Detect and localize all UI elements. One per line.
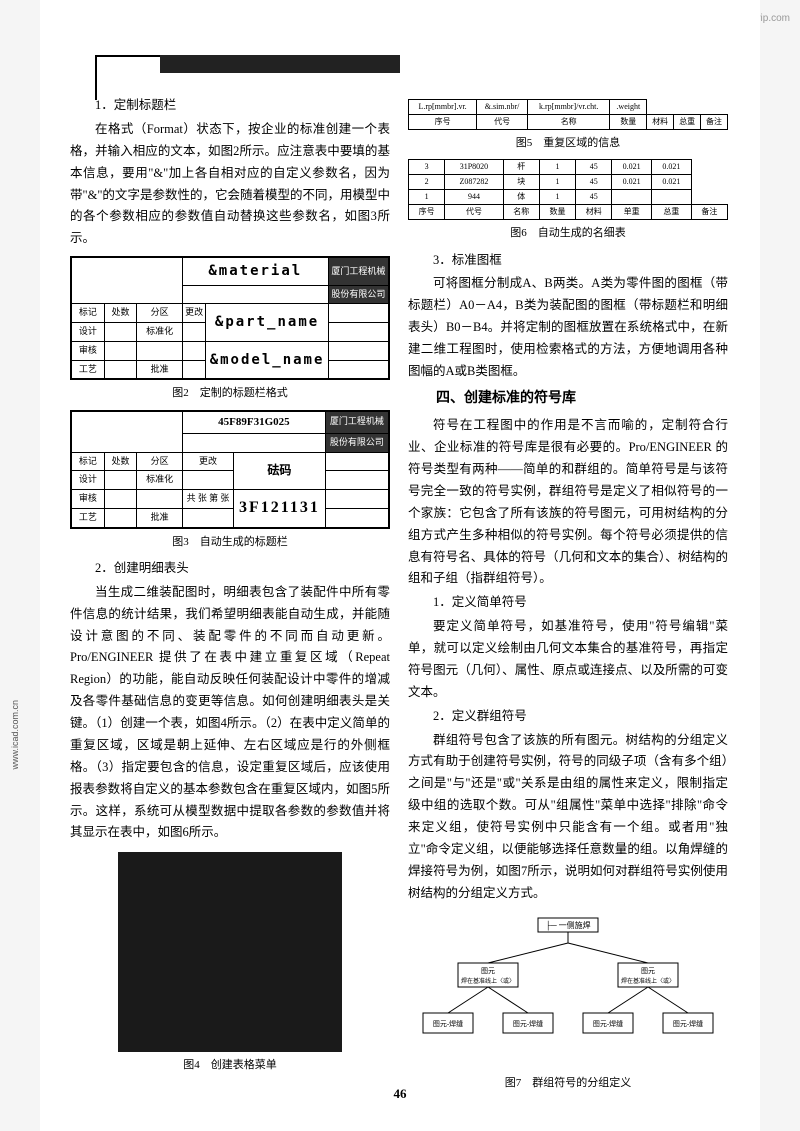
left-column: 1．定制标题栏 在格式（Format）状态下，按企业的标准创建一个表格，并输入相… xyxy=(70,95,390,1100)
fig3-code2: 砝码 xyxy=(233,452,325,490)
fig2-mono2: &part_name xyxy=(206,304,328,342)
figure-4-caption: 图4 创建表格菜单 xyxy=(70,1056,390,1075)
figure-7-diagram: ├─ 一侧施焊 图元 焊在基准线上〈或〉 图元 焊在基准线上〈或〉 图元-焊缝 … xyxy=(408,913,728,1063)
fig2-mono1: &material xyxy=(182,258,328,286)
figure-6-caption: 图6 自动生成的名细表 xyxy=(408,224,728,243)
fig2-company1: 厦门工程机械 xyxy=(328,258,388,286)
svg-text:图元: 图元 xyxy=(641,967,655,975)
subsection-4: 1．定义简单符号 xyxy=(408,592,728,614)
svg-text:图元: 图元 xyxy=(481,967,495,975)
right-column: L.rp[mmbr].vr. &.sim.nbr/ k.rp[mmbr]/vr.… xyxy=(408,95,728,1100)
fig5-h0: L.rp[mmbr].vr. xyxy=(409,100,477,115)
svg-text:图元-焊缝: 图元-焊缝 xyxy=(593,1019,623,1028)
fig3-code3: 3F121131 xyxy=(233,490,325,528)
subsection-5: 2．定义群组符号 xyxy=(408,706,728,728)
fig5-h2: k.rp[mmbr]/vr.cht. xyxy=(527,100,609,115)
fig2-mono3: &model_name xyxy=(206,341,328,379)
figure-2: &material厦门工程机械 股份有限公司 标记处数分区更改&part_nam… xyxy=(70,256,390,380)
figure-3-caption: 图3 自动生成的标题栏 xyxy=(70,533,390,552)
fig7-root: ├─ 一侧施焊 xyxy=(545,920,590,931)
fig3-company2: 股份有限公司 xyxy=(325,433,388,452)
two-column-layout: 1．定制标题栏 在格式（Format）状态下，按企业的标准创建一个表格，并输入相… xyxy=(70,45,730,1100)
svg-text:图元-焊缝: 图元-焊缝 xyxy=(673,1019,703,1028)
figure-5-table: L.rp[mmbr].vr. &.sim.nbr/ k.rp[mmbr]/vr.… xyxy=(408,99,728,130)
paragraph-2: 当生成二维装配图时，明细表包含了装配件中所有零件信息的统计结果，我们希望明细表能… xyxy=(70,582,390,845)
figure-6-table: 331P8020杆1450.0210.021 2Z087282块1450.021… xyxy=(408,159,728,220)
svg-text:图元-焊缝: 图元-焊缝 xyxy=(433,1019,463,1028)
section-4: 四、创建标准的符号库 xyxy=(408,387,728,412)
figure-5-caption: 图5 重复区域的信息 xyxy=(408,134,728,153)
fig3-code1: 45F89F31G025 xyxy=(182,411,325,433)
figure-4-box xyxy=(118,852,342,1052)
fig5-h3: .weight xyxy=(610,100,647,115)
fig5-h1: &.sim.nbr/ xyxy=(477,100,528,115)
paragraph-6: 群组符号包含了该族的所有图元。树结构的分组定义方式有助于创建符号实例，符号的同级… xyxy=(408,730,728,905)
fig2-company2: 股份有限公司 xyxy=(328,285,388,304)
page-container: 1．定制标题栏 在格式（Format）状态下，按企业的标准创建一个表格，并输入相… xyxy=(40,0,760,1131)
subsection-2: 2．创建明细表头 xyxy=(70,558,390,580)
paragraph-3: 可将图框分制成A、B两类。A类为零件图的图框（带标题栏）A0－A4，B类为装配图… xyxy=(408,273,728,382)
subsection-3: 3．标准图框 xyxy=(408,250,728,272)
svg-text:图元-焊缝: 图元-焊缝 xyxy=(513,1019,543,1028)
page-number: 46 xyxy=(40,1083,760,1106)
figure-2-caption: 图2 定制的标题栏格式 xyxy=(70,384,390,403)
paragraph-5: 要定义简单符号，如基准符号，使用"符号编辑"菜单，就可以定义绘制由几何文本集合的… xyxy=(408,616,728,704)
header-bar xyxy=(160,55,400,73)
svg-text:焊在基准线上〈或〉: 焊在基准线上〈或〉 xyxy=(621,977,675,985)
paragraph-1: 在格式（Format）状态下，按企业的标准创建一个表格，并输入相应的文本，如图2… xyxy=(70,119,390,250)
corner-decoration xyxy=(95,55,160,100)
figure-3: 45F89F31G025厦门工程机械 股份有限公司 标记处数分区更改砝码 设计标… xyxy=(70,410,390,529)
fig3-company1: 厦门工程机械 xyxy=(325,411,388,433)
paragraph-4: 符号在工程图中的作用是不言而喻的，定制符合行业、企业标准的符号库是很有必要的。P… xyxy=(408,415,728,590)
side-url: www.icad.com.cn xyxy=(8,700,24,770)
svg-text:焊在基准线上〈或〉: 焊在基准线上〈或〉 xyxy=(461,977,515,985)
